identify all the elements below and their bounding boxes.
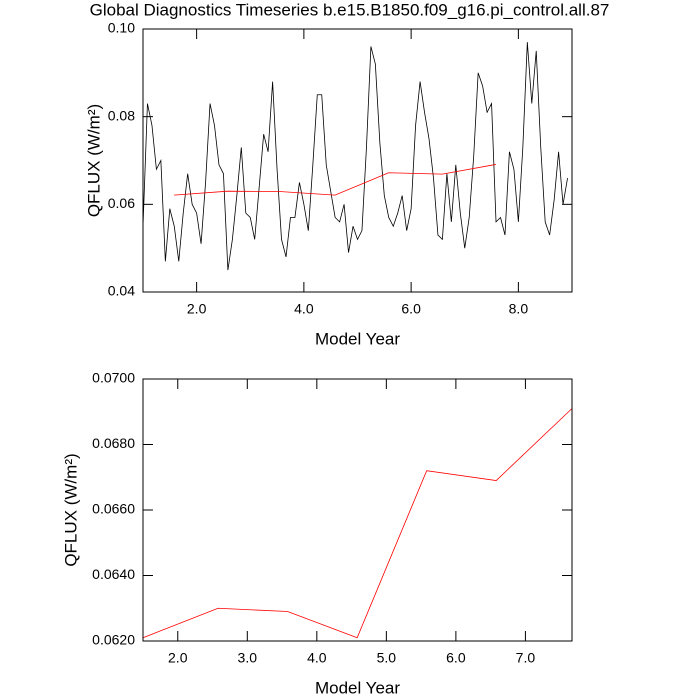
x-tick-label: 6.0 [401,301,421,317]
y-tick-label: 0.0620 [92,632,135,648]
y-tick-label: 0.08 [108,107,135,123]
x-tick-label: 8.0 [509,301,529,317]
x-axis-label: Model Year [315,678,400,697]
y-axis-label: QFLUX (W/m²) [61,453,80,566]
plot-frame [142,378,573,642]
x-tick-label: 6.0 [446,650,466,666]
y-tick-label: 0.0700 [92,370,135,386]
y-tick-label: 0.04 [108,283,135,299]
y-tick-label: 0.0640 [92,566,135,582]
x-axis-label: Model Year [315,329,400,348]
y-axis-label: QFLUX (W/m²) [84,104,103,217]
x-tick-label: 2.0 [168,650,188,666]
x-tick-label: 2.0 [187,301,207,317]
data-line [142,408,573,639]
x-tick-label: 5.0 [377,650,397,666]
plot-frame [142,28,573,293]
y-tick-label: 0.0660 [92,501,135,517]
x-tick-label: 4.0 [307,650,327,666]
y-tick-label: 0.0680 [92,435,135,451]
x-tick-label: 3.0 [238,650,258,666]
data-line [142,42,568,271]
x-tick-label: 4.0 [294,301,314,317]
chart-title: Global Diagnostics Timeseries b.e15.B185… [90,0,610,19]
y-tick-label: 0.06 [108,195,135,211]
y-tick-label: 0.10 [108,20,135,36]
x-tick-label: 7.0 [516,650,536,666]
data-line [174,164,496,196]
